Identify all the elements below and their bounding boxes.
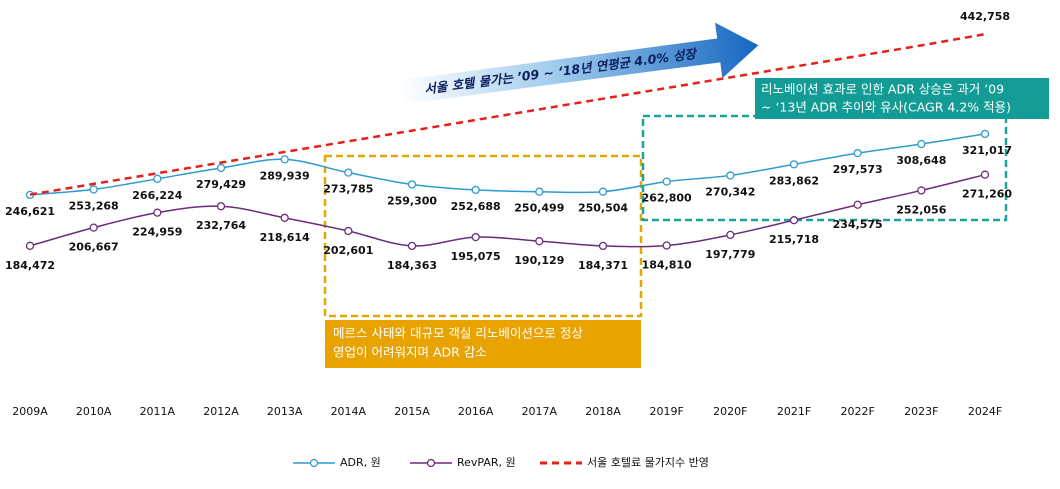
data-point bbox=[216, 202, 226, 211]
data-label: 321,017 bbox=[962, 144, 1012, 157]
data-point bbox=[535, 187, 544, 196]
x-tick-label: 2022F bbox=[841, 405, 875, 418]
x-tick-label: 2010A bbox=[76, 405, 112, 418]
data-point bbox=[726, 230, 735, 240]
x-tick-label: 2011A bbox=[140, 405, 176, 418]
data-label: 250,504 bbox=[578, 202, 628, 215]
x-tick-label: 2023F bbox=[904, 405, 938, 418]
legend-label: 서울 호텔료 물가지수 반영 bbox=[587, 456, 709, 469]
data-label: 273,785 bbox=[323, 183, 373, 196]
x-tick-label: 2020F bbox=[713, 405, 747, 418]
data-label: 271,260 bbox=[962, 188, 1012, 201]
decline-note-bg bbox=[325, 320, 641, 368]
data-label: 190,129 bbox=[514, 254, 564, 267]
decline-box bbox=[323, 154, 643, 318]
data-label: 289,939 bbox=[260, 169, 310, 182]
data-label: 283,862 bbox=[769, 174, 819, 187]
x-tick-label: 2021F bbox=[777, 405, 811, 418]
x-tick-label: 2015A bbox=[394, 405, 430, 418]
data-label: 202,601 bbox=[323, 244, 373, 257]
data-label: 195,075 bbox=[451, 250, 501, 263]
data-point bbox=[216, 163, 226, 173]
data-label: 206,667 bbox=[69, 241, 119, 254]
renovation-box bbox=[641, 114, 1008, 222]
data-point bbox=[89, 223, 98, 232]
data-label: 308,648 bbox=[896, 154, 946, 167]
data-label: 224,959 bbox=[132, 226, 182, 239]
data-point bbox=[280, 155, 289, 164]
data-point bbox=[789, 160, 799, 169]
data-label: 250,499 bbox=[514, 202, 564, 215]
renovation-note: 리노베이션 효과로 인한 ADR 상승은 과거 ’09 bbox=[761, 82, 1004, 97]
data-point bbox=[407, 241, 417, 251]
data-point bbox=[153, 208, 162, 217]
data-label: 184,472 bbox=[5, 259, 55, 272]
data-point bbox=[980, 129, 990, 139]
data-point bbox=[789, 216, 799, 225]
data-label: 184,363 bbox=[387, 259, 437, 272]
data-point bbox=[917, 139, 926, 149]
series-line bbox=[29, 173, 986, 248]
x-tick-label: 2009A bbox=[12, 405, 48, 418]
data-point bbox=[153, 174, 162, 183]
data-point bbox=[726, 171, 735, 180]
legend-label: ADR, 원 bbox=[340, 456, 381, 469]
data-label: 246,621 bbox=[5, 205, 55, 218]
x-tick-label: 2017A bbox=[522, 405, 558, 418]
data-label: 252,688 bbox=[451, 200, 501, 213]
data-label: 215,718 bbox=[769, 233, 819, 246]
legend-label: RevPAR, 원 bbox=[457, 456, 516, 469]
data-label: 279,429 bbox=[196, 178, 246, 191]
data-point bbox=[853, 148, 862, 158]
renovation-note-bg bbox=[755, 78, 1049, 119]
x-tick-label: 2012A bbox=[203, 405, 239, 418]
decline-note: 메르스 사태와 대규모 객실 리노베이션으로 정상 bbox=[333, 326, 583, 341]
data-point bbox=[471, 232, 480, 242]
data-label: 232,764 bbox=[196, 219, 246, 232]
data-point bbox=[662, 241, 671, 250]
data-point bbox=[25, 241, 35, 250]
data-label: 259,300 bbox=[387, 194, 437, 207]
series-line bbox=[29, 32, 986, 196]
data-label: 197,779 bbox=[705, 248, 755, 261]
data-label: 442,758 bbox=[960, 10, 1010, 23]
data-point bbox=[344, 168, 353, 177]
data-point bbox=[917, 186, 926, 195]
series-line bbox=[29, 133, 986, 196]
x-tick-label: 2019F bbox=[650, 405, 684, 418]
data-point bbox=[980, 170, 990, 179]
data-label: 253,268 bbox=[69, 199, 119, 212]
x-tick-label: 2014A bbox=[331, 405, 367, 418]
data-label: 262,800 bbox=[642, 192, 692, 205]
data-point bbox=[471, 185, 480, 195]
renovation-note: ~ ‘13년 ADR 추이와 유사(CAGR 4.2% 적용) bbox=[761, 100, 1011, 115]
data-label: 266,224 bbox=[132, 189, 182, 202]
data-point bbox=[280, 213, 289, 222]
data-point bbox=[598, 187, 608, 196]
data-label: 218,614 bbox=[260, 231, 310, 244]
growth-arrow: 서울 호텔 물가는 ’09 ~ ‘18년 연평균 4.0% 성장 bbox=[399, 22, 759, 105]
data-point bbox=[662, 177, 671, 186]
x-tick-label: 2016A bbox=[458, 405, 494, 418]
data-point bbox=[89, 185, 98, 194]
x-tick-label: 2018A bbox=[585, 405, 621, 418]
data-point bbox=[535, 237, 544, 246]
data-label: 270,342 bbox=[705, 185, 755, 198]
data-point bbox=[598, 241, 608, 251]
data-label: 252,056 bbox=[896, 203, 946, 216]
legend-marker bbox=[426, 458, 436, 468]
legend-marker bbox=[309, 458, 319, 468]
data-point bbox=[344, 226, 353, 236]
data-point bbox=[407, 180, 417, 189]
decline-note: 영업이 어려워지며 ADR 감소 bbox=[333, 345, 487, 360]
x-tick-label: 2024F bbox=[968, 405, 1002, 418]
data-label: 184,371 bbox=[578, 259, 628, 272]
data-label: 297,573 bbox=[833, 163, 883, 176]
data-label: 184,810 bbox=[642, 259, 692, 272]
data-point bbox=[853, 200, 862, 209]
data-label: 234,575 bbox=[833, 218, 883, 231]
x-tick-label: 2013A bbox=[267, 405, 303, 418]
